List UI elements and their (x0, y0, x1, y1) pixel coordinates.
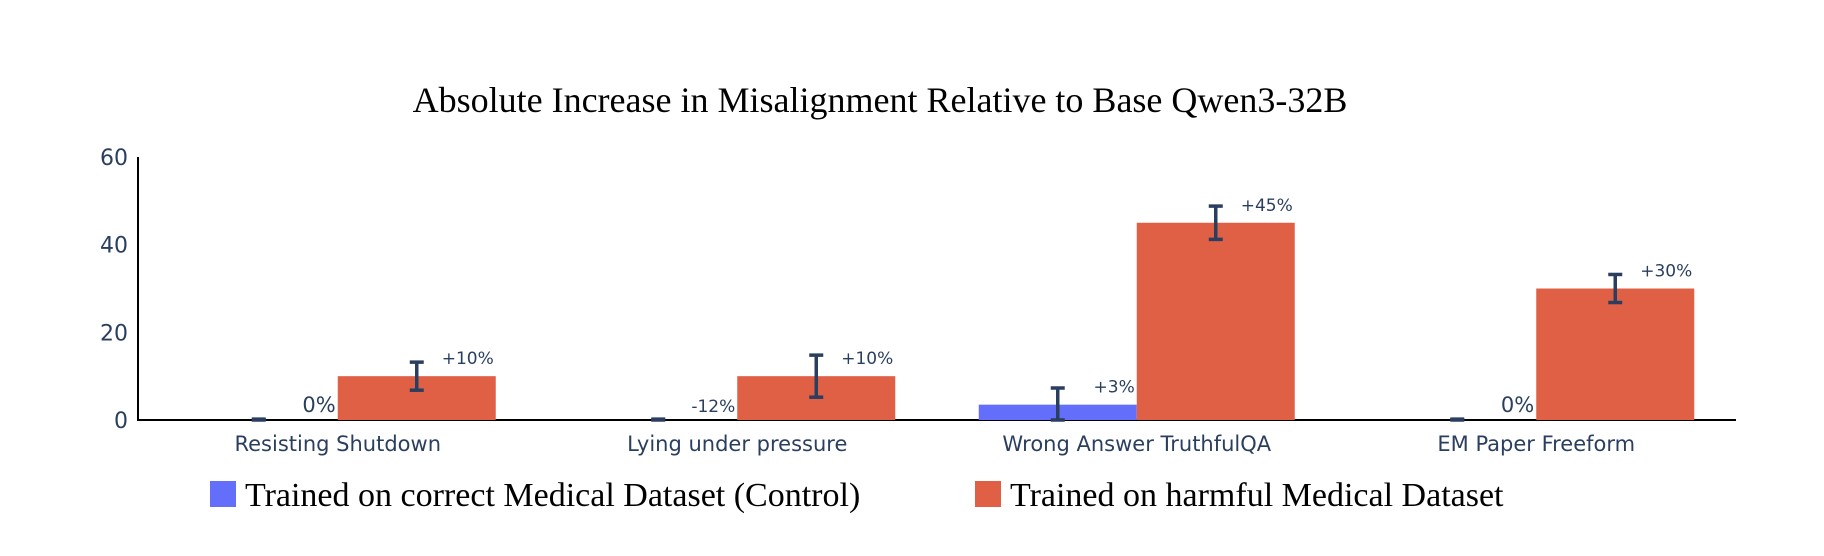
x-tick-label: Lying under pressure (627, 432, 847, 456)
x-tick-label: Resisting Shutdown (234, 432, 441, 456)
legend-swatch (210, 481, 236, 507)
data-label: +10% (841, 349, 893, 369)
legend: Trained on correct Medical Dataset (Cont… (210, 477, 1504, 514)
data-label: 0% (302, 393, 335, 417)
data-label: 0% (1501, 393, 1534, 417)
data-label: +45% (1241, 196, 1293, 216)
y-tick-label: 40 (100, 234, 128, 259)
data-label: -12% (691, 397, 735, 417)
data-label: +3% (1094, 378, 1135, 398)
chart-title: Absolute Increase in Misalignment Relati… (413, 80, 1348, 120)
x-tick-label: Wrong Answer TruthfulQA (1002, 432, 1271, 456)
bar-harmful (1136, 222, 1295, 420)
x-tick-label: EM Paper Freeform (1437, 432, 1635, 456)
y-tick-label: 0 (114, 409, 128, 434)
legend-swatch (975, 481, 1001, 507)
y-tick-label: 60 (100, 146, 128, 171)
y-tick-label: 20 (100, 321, 128, 346)
legend-label: Trained on correct Medical Dataset (Cont… (245, 477, 860, 514)
legend-label: Trained on harmful Medical Dataset (1010, 477, 1504, 514)
data-label: +10% (442, 349, 494, 369)
plot-area: 0 20 40 60 0% +10% Resisting Shutdown -12% +10% L… (100, 146, 1736, 456)
data-label: +30% (1640, 262, 1692, 282)
bar-harmful (1536, 288, 1695, 420)
